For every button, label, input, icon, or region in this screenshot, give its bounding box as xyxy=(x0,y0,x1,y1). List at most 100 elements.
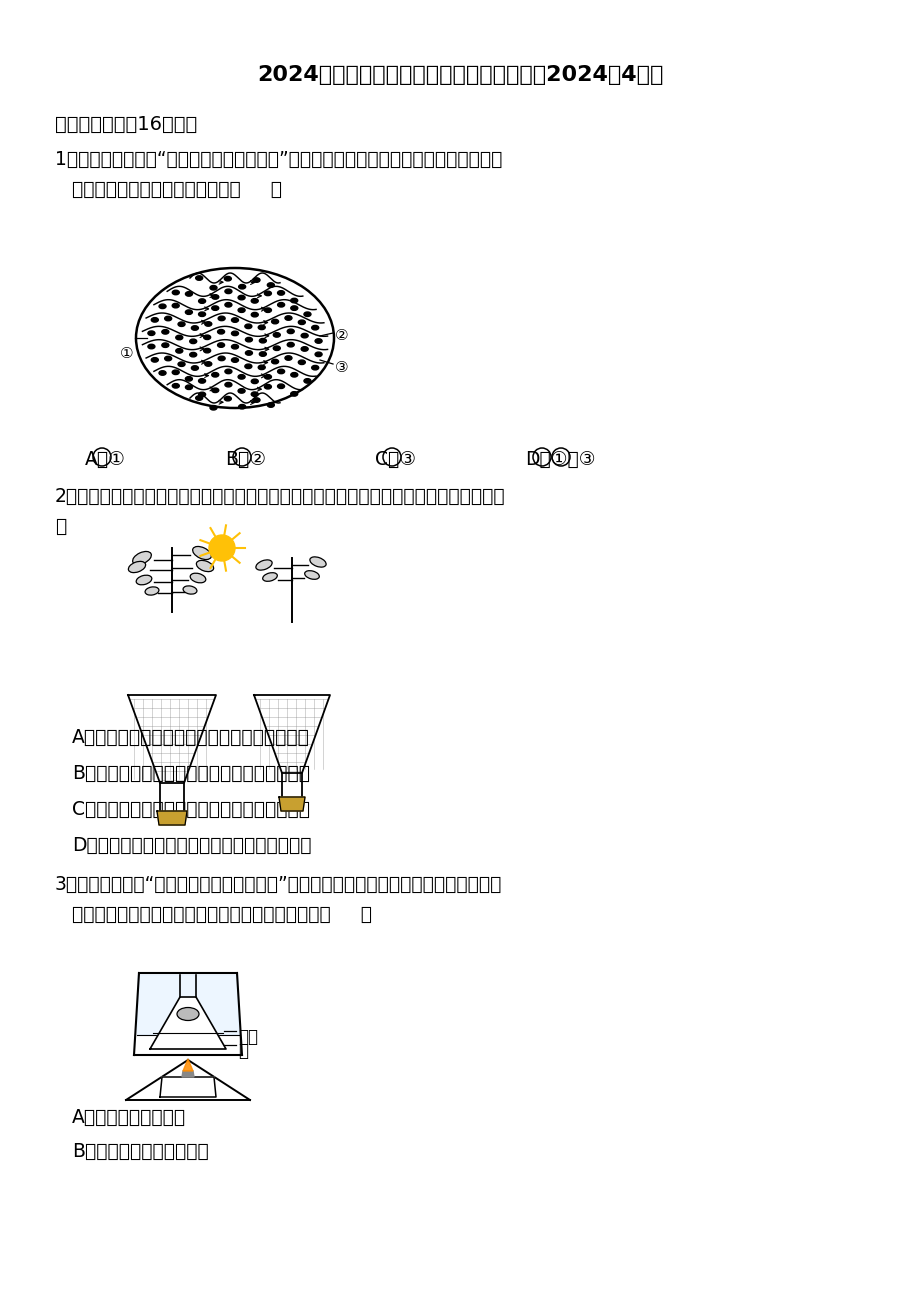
Ellipse shape xyxy=(251,312,258,316)
Ellipse shape xyxy=(189,353,197,357)
Text: B．绻色植物蜂腾作用的强度与光线的强弱有关: B．绻色植物蜂腾作用的强度与光线的强弱有关 xyxy=(72,764,310,783)
Ellipse shape xyxy=(303,312,311,316)
Ellipse shape xyxy=(238,296,244,299)
Ellipse shape xyxy=(264,309,271,312)
Ellipse shape xyxy=(211,306,219,310)
Ellipse shape xyxy=(290,392,298,396)
Ellipse shape xyxy=(224,276,231,281)
Ellipse shape xyxy=(244,324,252,328)
Ellipse shape xyxy=(165,316,172,320)
Text: B．②: B．② xyxy=(225,450,266,469)
Ellipse shape xyxy=(211,372,219,378)
Ellipse shape xyxy=(189,339,197,344)
Ellipse shape xyxy=(278,302,284,307)
Text: ③: ③ xyxy=(335,359,348,375)
Ellipse shape xyxy=(205,362,211,366)
Ellipse shape xyxy=(314,339,322,344)
Ellipse shape xyxy=(224,383,232,387)
Text: C．绻色植物蜂腾作用的强度与环境的温度有关: C．绻色植物蜂腾作用的强度与环境的温度有关 xyxy=(72,799,310,819)
Polygon shape xyxy=(183,1059,193,1072)
Ellipse shape xyxy=(232,331,238,336)
Ellipse shape xyxy=(259,352,267,357)
Ellipse shape xyxy=(255,560,272,570)
Ellipse shape xyxy=(199,379,205,383)
Ellipse shape xyxy=(178,322,185,327)
Ellipse shape xyxy=(205,322,211,327)
Ellipse shape xyxy=(196,276,202,280)
Ellipse shape xyxy=(217,342,224,348)
Ellipse shape xyxy=(238,375,244,379)
Ellipse shape xyxy=(298,320,305,324)
Ellipse shape xyxy=(203,335,210,340)
Polygon shape xyxy=(128,695,216,783)
Ellipse shape xyxy=(232,318,238,323)
Ellipse shape xyxy=(203,349,210,353)
Text: ①: ① xyxy=(119,346,133,361)
Text: 3．某实验小组在“探究绻叶在光下制造淠粉”的实验中，将叶片放入酒精中隔水加热（如: 3．某实验小组在“探究绻叶在光下制造淠粉”的实验中，将叶片放入酒精中隔水加热（如 xyxy=(55,875,502,894)
Ellipse shape xyxy=(159,371,165,375)
Ellipse shape xyxy=(290,298,298,303)
Text: 1．小莉同学在观察“小鱼尾鳃内血液的流动”实验中，看到的物像如图所示，其中直接为: 1．小莉同学在观察“小鱼尾鳃内血液的流动”实验中，看到的物像如图所示，其中直接为 xyxy=(55,150,502,169)
Ellipse shape xyxy=(273,332,280,337)
Ellipse shape xyxy=(238,389,244,393)
Ellipse shape xyxy=(224,289,232,293)
Polygon shape xyxy=(150,997,226,1049)
Ellipse shape xyxy=(264,384,271,389)
Ellipse shape xyxy=(178,362,185,366)
Ellipse shape xyxy=(312,326,318,329)
Ellipse shape xyxy=(176,1008,199,1021)
Ellipse shape xyxy=(148,344,154,349)
Polygon shape xyxy=(137,975,239,1035)
Text: 细胞提供氧和营养物质的血管是（     ）: 细胞提供氧和营养物质的血管是（ ） xyxy=(72,180,282,199)
Ellipse shape xyxy=(244,365,252,368)
Ellipse shape xyxy=(267,402,274,408)
Ellipse shape xyxy=(151,318,158,322)
Ellipse shape xyxy=(245,350,252,355)
Ellipse shape xyxy=(210,405,217,410)
Ellipse shape xyxy=(304,570,319,579)
Ellipse shape xyxy=(310,557,325,568)
Ellipse shape xyxy=(238,284,245,289)
Polygon shape xyxy=(278,797,305,811)
Ellipse shape xyxy=(232,358,238,362)
Text: D．①和③: D．①和③ xyxy=(525,450,595,469)
Text: A．变为绻色，不交色: A．变为绻色，不交色 xyxy=(72,1108,186,1128)
Ellipse shape xyxy=(278,384,284,388)
Ellipse shape xyxy=(271,359,278,363)
Ellipse shape xyxy=(211,388,219,392)
Ellipse shape xyxy=(238,405,245,409)
Ellipse shape xyxy=(301,346,308,352)
Ellipse shape xyxy=(186,310,192,314)
Ellipse shape xyxy=(285,355,291,361)
Text: C．③: C．③ xyxy=(375,450,415,469)
Ellipse shape xyxy=(196,396,202,400)
Polygon shape xyxy=(160,1077,216,1098)
Ellipse shape xyxy=(148,331,154,336)
Ellipse shape xyxy=(264,375,271,379)
Ellipse shape xyxy=(285,316,291,320)
Ellipse shape xyxy=(290,306,298,310)
Text: D．绻色植物蜂腾作用的强度与环境的湿度有关: D．绻色植物蜂腾作用的强度与环境的湿度有关 xyxy=(72,836,312,855)
Ellipse shape xyxy=(224,396,231,401)
Ellipse shape xyxy=(176,336,183,340)
Ellipse shape xyxy=(176,349,183,353)
Ellipse shape xyxy=(151,358,158,362)
Ellipse shape xyxy=(224,302,232,307)
Polygon shape xyxy=(157,811,187,825)
Polygon shape xyxy=(182,1072,194,1077)
Text: 酒精: 酒精 xyxy=(238,1029,257,1046)
Text: 图）。一段时间后，酒精和叶片的颜色变化分别是（     ）: 图）。一段时间后，酒精和叶片的颜色变化分别是（ ） xyxy=(72,905,371,924)
Ellipse shape xyxy=(196,560,213,572)
Ellipse shape xyxy=(258,365,265,370)
Ellipse shape xyxy=(211,294,219,299)
Ellipse shape xyxy=(136,575,152,585)
Ellipse shape xyxy=(217,329,224,335)
Ellipse shape xyxy=(287,342,294,346)
Text: 水: 水 xyxy=(238,1042,248,1060)
Ellipse shape xyxy=(278,290,284,296)
Ellipse shape xyxy=(199,392,205,397)
Ellipse shape xyxy=(290,372,298,378)
Ellipse shape xyxy=(162,329,169,335)
Ellipse shape xyxy=(191,326,199,331)
Ellipse shape xyxy=(192,547,211,560)
